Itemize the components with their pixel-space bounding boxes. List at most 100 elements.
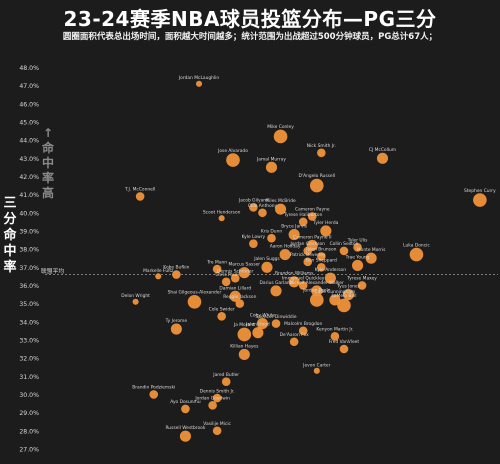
point-label: Tre Mann (206, 259, 227, 265)
y-tick-label: 28.0% (19, 428, 39, 435)
point-label: T.J. McConnell (124, 187, 155, 193)
point-label: Shai Gilgeous-Alexander (168, 289, 222, 295)
data-point (310, 178, 324, 193)
data-point (273, 129, 288, 144)
data-point (298, 217, 308, 227)
y-tick-label: 27.0% (19, 446, 39, 453)
data-point (181, 404, 190, 414)
point-label: Aaron Holiday (270, 244, 301, 250)
point-label: Tyler Herda (312, 220, 338, 226)
y-tick-label: 42.0% (19, 174, 39, 181)
y-tick-label: 32.0% (19, 356, 39, 363)
point-label: Collin Sexton (330, 241, 359, 247)
data-point (237, 327, 252, 342)
y-tick-label: 39.0% (19, 228, 39, 235)
data-point (473, 193, 487, 207)
y-tick-label: 43.0% (19, 156, 39, 163)
point-label: Dennis Schroder (217, 268, 253, 274)
data-point (155, 273, 162, 280)
point-label: Delon Wright (121, 293, 150, 299)
point-label: Tyler Ulis (347, 237, 368, 243)
point-label: Mike Conley (267, 124, 294, 130)
data-point (187, 294, 202, 309)
data-point (226, 153, 240, 167)
chart-subtitle: 圆圈面积代表总出场时间，面积越大时间越多；统计范围为出战超过500分钟球员，PG… (62, 32, 438, 42)
data-point (313, 367, 320, 374)
y-tick-label: 34.0% (19, 319, 39, 326)
data-point (317, 148, 326, 158)
point-label: Vasilije Micic (203, 421, 231, 427)
data-point (357, 281, 367, 290)
data-point (289, 337, 299, 347)
data-point (208, 401, 217, 410)
data-point (249, 203, 258, 212)
point-label: Jordan Poole (302, 288, 330, 294)
point-label: Patrick Beverley (290, 252, 326, 258)
data-point (212, 393, 222, 403)
data-point (320, 225, 332, 237)
point-label: Stephen Curry (464, 188, 496, 194)
data-point (170, 323, 182, 335)
data-point (132, 298, 139, 305)
point-label: Ayo Dosunmu (170, 399, 201, 405)
y-tick-label: 48.0% (19, 65, 39, 72)
data-point (303, 257, 313, 267)
point-label: Killian Hayes (230, 343, 259, 349)
point-label: Nickeil Alexander-Walker (290, 280, 344, 286)
data-point (288, 276, 300, 288)
point-label: Cameron Payne (295, 207, 330, 213)
data-point (329, 294, 341, 306)
y-tick-label: 40.0% (19, 210, 39, 217)
point-label: Nick Smith Jr. (307, 143, 336, 149)
data-point (149, 390, 159, 399)
data-point (261, 261, 273, 273)
data-point (230, 273, 240, 283)
data-point (317, 262, 326, 272)
y-tick-label: 47.0% (19, 83, 39, 90)
data-point (298, 281, 308, 290)
point-label: De'Aaron Fox (280, 332, 309, 338)
point-label: Kobe Bufkin (163, 265, 189, 271)
point-label: Ty Jerome (165, 318, 188, 324)
y-tick-label: 44.0% (19, 138, 39, 145)
chart-title: 23-24赛季NBA球员投篮分布—PG三分 (63, 7, 437, 31)
point-label: D'Angelo Russell (299, 173, 336, 179)
point-label: Immanuel Quickley (282, 276, 325, 282)
y-tick-label: 36.0% (19, 283, 39, 290)
point-label: Scoot Henderson (203, 210, 241, 216)
data-point (218, 215, 225, 222)
y-axis-label: 三分命中率 (3, 196, 17, 275)
point-label: Jevon Carter (302, 362, 330, 368)
point-label: Tyus Jones (336, 283, 361, 289)
point-label: Brandin Podziemski (132, 385, 175, 391)
data-point (303, 246, 313, 256)
point-label: Kris Dunn (261, 228, 283, 234)
point-label: Luka Doncic (403, 242, 430, 248)
point-label: LaMelo Ball (331, 293, 356, 299)
point-label: Jordan McLaughlin (178, 75, 219, 81)
y-tick-label: 45.0% (19, 119, 39, 126)
data-point (279, 249, 291, 261)
y-tick-label: 33.0% (19, 337, 39, 344)
y-tick-label: 29.0% (19, 410, 39, 417)
league-average-label: 联盟平均 (41, 267, 64, 275)
point-label: Kenyon Martin Jr. (316, 326, 353, 332)
y-tick-label: 38.0% (19, 247, 39, 254)
y-tick-label: 35.0% (19, 301, 39, 308)
data-point (267, 233, 276, 243)
y-tick-label: 30.0% (19, 392, 39, 399)
data-point (288, 229, 300, 241)
data-point (235, 299, 245, 308)
point-label: Jacob Gilyard (238, 198, 268, 204)
point-label: Bryce Jarvis (281, 224, 308, 230)
data-point (212, 264, 222, 274)
data-point (258, 208, 267, 218)
point-label: Ben Sheppard (306, 257, 337, 263)
point-label: Miles McBride (265, 198, 296, 204)
data-point (339, 246, 349, 256)
data-point (221, 377, 231, 387)
point-label: Russell Westbrook (165, 425, 205, 431)
point-label: Jordan Clarkson (290, 241, 326, 247)
data-point (311, 285, 323, 297)
